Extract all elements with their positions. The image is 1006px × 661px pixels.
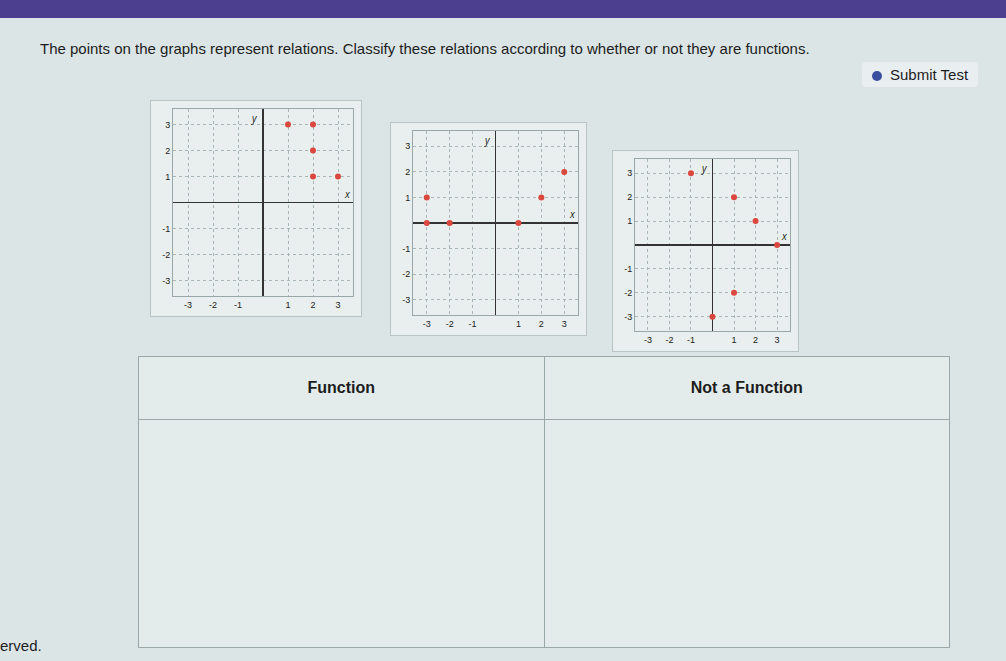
svg-text:1: 1 xyxy=(405,193,410,203)
html-text:Submit Test: Submit Test xyxy=(890,66,969,83)
svg-text:-3: -3 xyxy=(162,276,170,286)
svg-text:1: 1 xyxy=(165,172,170,182)
svg-text:2: 2 xyxy=(627,192,632,202)
svg-text:3: 3 xyxy=(775,335,780,345)
svg-text:y: y xyxy=(484,133,491,147)
svg-text:1: 1 xyxy=(732,335,737,345)
svg-text:-3: -3 xyxy=(624,312,632,322)
svg-text:2: 2 xyxy=(310,300,315,310)
html-text:Not a Function: Not a Function xyxy=(690,379,803,396)
svg-text:-1: -1 xyxy=(624,264,632,274)
svg-text:1: 1 xyxy=(627,216,632,226)
svg-text:-2: -2 xyxy=(665,335,673,345)
svg-text:-1: -1 xyxy=(402,244,410,254)
svg-text:3: 3 xyxy=(405,141,410,151)
svg-text:3: 3 xyxy=(165,120,170,130)
svg-text:-2: -2 xyxy=(162,250,170,260)
svg-text:1: 1 xyxy=(516,319,521,329)
svg-text:-2: -2 xyxy=(624,288,632,298)
html-text:The points on the graphs repre: The points on the graphs represent relat… xyxy=(40,40,810,57)
svg-text:y: y xyxy=(251,111,258,125)
svg-text:-1: -1 xyxy=(687,335,695,345)
svg-text:3: 3 xyxy=(562,319,567,329)
svg-text:-1: -1 xyxy=(469,319,477,329)
svg-text:2: 2 xyxy=(165,146,170,156)
svg-text:x: x xyxy=(569,207,576,221)
svg-text:-3: -3 xyxy=(402,295,410,305)
svg-text:x: x xyxy=(781,229,788,243)
svg-text:2: 2 xyxy=(405,167,410,177)
svg-text:-3: -3 xyxy=(423,319,431,329)
svg-text:-2: -2 xyxy=(446,319,454,329)
svg-text:y: y xyxy=(701,161,708,175)
svg-text:2: 2 xyxy=(753,335,758,345)
svg-text:-1: -1 xyxy=(234,300,242,310)
svg-text:2: 2 xyxy=(539,319,544,329)
svg-text:-2: -2 xyxy=(209,300,217,310)
svg-text:x: x xyxy=(344,187,351,201)
svg-text:-3: -3 xyxy=(644,335,652,345)
html-text:erved.: erved. xyxy=(0,637,42,654)
svg-text:-1: -1 xyxy=(162,224,170,234)
svg-text:3: 3 xyxy=(335,300,340,310)
html-text:Function: Function xyxy=(307,379,375,396)
svg-text:3: 3 xyxy=(627,168,632,178)
svg-text:1: 1 xyxy=(285,300,290,310)
svg-text:-2: -2 xyxy=(402,269,410,279)
svg-text:-3: -3 xyxy=(184,300,192,310)
